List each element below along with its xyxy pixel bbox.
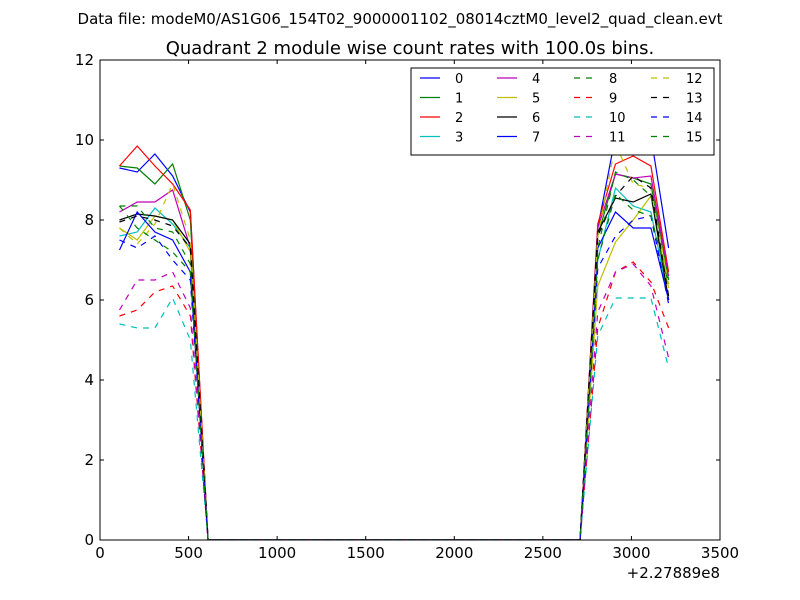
legend-label-4: 4: [532, 72, 540, 87]
y-tick-label: 10: [75, 131, 94, 149]
x-tick-label: 1000: [258, 544, 296, 562]
legend-label-12: 12: [686, 72, 703, 87]
y-tick-label: 12: [75, 51, 94, 69]
x-tick-label: 1500: [347, 544, 385, 562]
x-tick-label: 3000: [612, 544, 650, 562]
chart-title: Quadrant 2 module wise count rates with …: [166, 38, 655, 59]
y-tick-label: 4: [84, 371, 94, 389]
y-tick-label: 2: [84, 451, 94, 469]
legend-label-11: 11: [609, 131, 626, 146]
x-tick-label: 2000: [435, 544, 473, 562]
x-offset-label: +2.27889e8: [627, 564, 720, 582]
figure-suptitle: Data file: modeM0/AS1G06_154T02_90000011…: [78, 10, 723, 29]
legend-box: [410, 67, 715, 156]
legend-label-5: 5: [532, 92, 540, 107]
legend-label-15: 15: [686, 131, 703, 146]
legend-label-9: 9: [609, 92, 617, 107]
legend-label-2: 2: [455, 111, 463, 126]
axes: 0 500 1000 1500 2000 2500 3000 3500024681012+2.…: [75, 51, 739, 582]
legend-label-6: 6: [532, 111, 540, 126]
legend-label-13: 13: [686, 92, 703, 107]
y-tick-label: 8: [84, 211, 94, 229]
legend-label-8: 8: [609, 72, 617, 87]
legend-label-10: 10: [609, 111, 626, 126]
y-tick-label: 0: [84, 531, 94, 549]
legend-label-7: 7: [532, 131, 540, 146]
legend-label-3: 3: [455, 131, 463, 146]
legend-label-0: 0: [455, 72, 463, 87]
x-tick-label: 2500: [524, 544, 562, 562]
legend-label-14: 14: [686, 111, 703, 126]
x-tick-label: 0: [95, 544, 105, 562]
x-tick-label: 500: [174, 544, 203, 562]
legend-label-1: 1: [455, 92, 463, 107]
y-tick-label: 6: [84, 291, 94, 309]
x-tick-label: 3500: [701, 544, 739, 562]
